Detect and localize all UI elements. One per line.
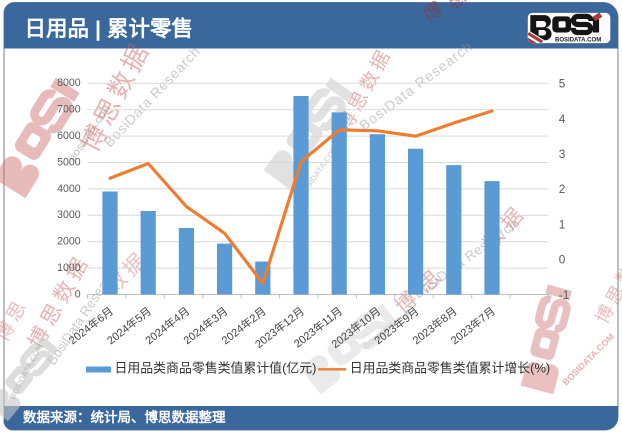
svg-text:BOSIDATA.COM: BOSIDATA.COM: [555, 37, 601, 43]
svg-text:2: 2: [559, 182, 566, 196]
svg-text:7000: 7000: [57, 104, 81, 116]
svg-text:0: 0: [559, 253, 566, 267]
svg-text:5: 5: [559, 77, 566, 91]
svg-text:5000: 5000: [57, 156, 81, 168]
svg-text:8000: 8000: [57, 77, 81, 89]
svg-text:数据来源：统计局、博思数据整理: 数据来源：统计局、博思数据整理: [23, 409, 226, 425]
svg-text:日用品类商品零售类值累计增长(%): 日用品类商品零售类值累计增长(%): [350, 361, 551, 376]
svg-text:0: 0: [75, 288, 81, 300]
svg-text:日用品类商品零售类值累计值(亿元): 日用品类商品零售类值累计值(亿元): [115, 361, 317, 376]
svg-text:3: 3: [559, 147, 566, 161]
svg-text:-1: -1: [559, 288, 570, 302]
svg-text:2000: 2000: [57, 236, 81, 248]
svg-text:4000: 4000: [57, 183, 81, 195]
svg-text:1000: 1000: [57, 262, 81, 274]
svg-text:1: 1: [559, 217, 566, 231]
svg-text:4: 4: [559, 112, 566, 126]
svg-text:6000: 6000: [57, 130, 81, 142]
svg-text:3000: 3000: [57, 209, 81, 221]
svg-text:日用品 | 累计零售: 日用品 | 累计零售: [25, 16, 193, 41]
